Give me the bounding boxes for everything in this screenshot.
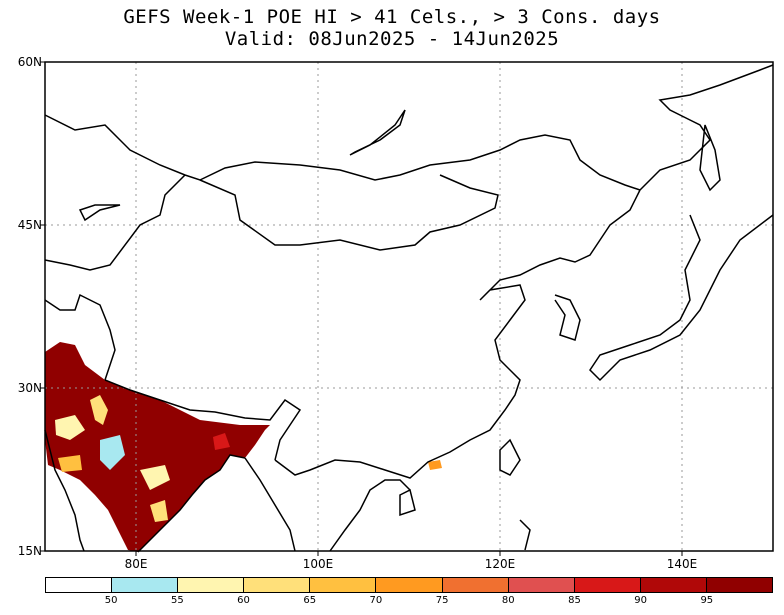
- lon-label-140e: 140E: [666, 557, 698, 571]
- colorbar-swatch: [112, 578, 179, 592]
- colorbar: [45, 577, 773, 593]
- colorbar-swatch: [310, 578, 377, 592]
- colorbar-level-label: 55: [170, 595, 184, 606]
- colorbar-level-label: 95: [700, 595, 714, 606]
- lon-label-120e: 120E: [484, 557, 516, 571]
- colorbar-level-label: 50: [104, 595, 118, 606]
- colorbar-swatch: [706, 578, 773, 592]
- colorbar-swatch: [46, 578, 113, 592]
- colorbar-swatch: [442, 578, 509, 592]
- colorbar-level-label: 75: [435, 595, 449, 606]
- colorbar-labels: 50 55 60 65 70 75 80 85 90 95: [45, 595, 773, 609]
- colorbar-level-label: 65: [303, 595, 317, 606]
- colorbar-swatch: [508, 578, 575, 592]
- colorbar-level-label: 85: [568, 595, 581, 606]
- map-title: GEFS Week-1 POE HI > 41 Cels., > 3 Cons.…: [123, 6, 661, 28]
- graticule: [45, 62, 773, 551]
- colorbar-level-label: 60: [237, 595, 250, 606]
- heat-probability-area: [45, 342, 442, 552]
- colorbar-level-label: 70: [369, 595, 383, 606]
- colorbar-swatch: [376, 578, 443, 592]
- valid-date-range: Valid: 08Jun2025 - 14Jun2025: [224, 28, 560, 50]
- coastlines-borders: [44, 64, 774, 553]
- lat-label-60n: 60N: [17, 55, 42, 69]
- lat-label-15n: 15N: [17, 544, 42, 558]
- colorbar-level-label: 80: [501, 595, 515, 606]
- lat-label-30n: 30N: [17, 381, 42, 395]
- colorbar-swatch: [178, 578, 245, 592]
- colorbar-swatch: [640, 578, 707, 592]
- lon-label-80e: 80E: [124, 557, 148, 571]
- colorbar-swatch: [244, 578, 311, 592]
- colorbar-level-label: 90: [634, 595, 647, 606]
- lon-label-100e: 100E: [302, 557, 334, 571]
- lat-label-45n: 45N: [17, 218, 42, 232]
- map-frame: [44, 61, 774, 552]
- axis-ticks: [40, 61, 683, 556]
- colorbar-swatch: [574, 578, 641, 592]
